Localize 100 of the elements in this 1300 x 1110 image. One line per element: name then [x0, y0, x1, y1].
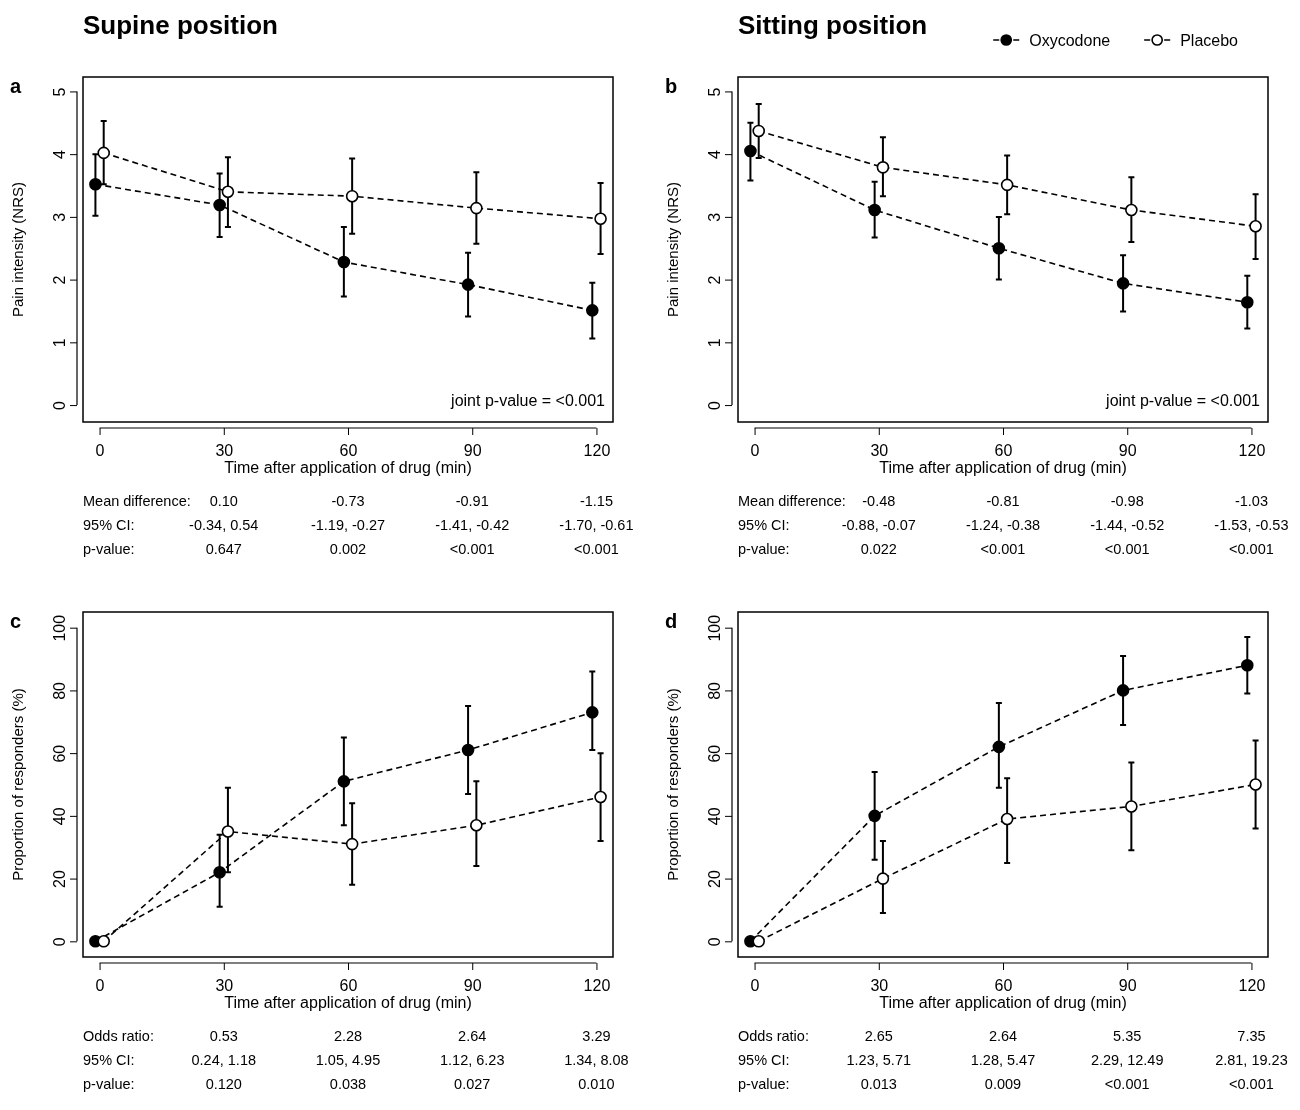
text: 1.05, 4.95 — [315, 1052, 381, 1068]
text: 95% CI: — [83, 517, 135, 533]
text: Odds ratio: — [738, 1028, 809, 1044]
y-tick-label: 100 — [50, 614, 68, 642]
y-tick-label: 0 — [705, 401, 723, 411]
y-tick-label: 0 — [50, 401, 68, 411]
x-axis-title: Time after application of drug (min) — [224, 459, 472, 476]
text: <0.001 — [980, 541, 1026, 557]
text: 3.29 — [582, 1028, 611, 1044]
text: -0.91 — [455, 493, 489, 509]
point — [1249, 220, 1262, 233]
chart-title: d — [665, 610, 678, 632]
x-tick-label: 0 — [95, 441, 105, 459]
x-tick-label: 120 — [1238, 441, 1266, 459]
point — [1116, 684, 1130, 697]
point — [868, 809, 881, 823]
text: 0.009 — [984, 1076, 1022, 1092]
text: p-value: — [738, 1076, 790, 1092]
text: -1.70, -0.61 — [559, 517, 634, 533]
point — [586, 706, 599, 719]
text: <0.001 — [1229, 541, 1274, 557]
x-tick-label: 60 — [994, 441, 1013, 459]
x-axis-title: Time after application of drug (min) — [224, 994, 472, 1011]
point — [1000, 812, 1014, 826]
y-axis-title: Proportion of responders (%) — [9, 688, 26, 881]
text: -0.88, -0.07 — [841, 517, 916, 533]
x-tick-label: 120 — [1238, 976, 1266, 994]
point — [992, 740, 1006, 754]
x-tick-label: 60 — [339, 976, 358, 994]
point — [470, 818, 483, 832]
x-tick-label: 60 — [994, 976, 1013, 994]
text: p-value: — [738, 541, 790, 557]
y-tick-label: 4 — [705, 150, 723, 160]
text: 0.647 — [205, 541, 242, 557]
text: 1.28, 5.47 — [970, 1052, 1036, 1068]
point — [221, 825, 235, 838]
point — [594, 212, 607, 226]
text: 2.28 — [333, 1028, 363, 1044]
text: 0.53 — [209, 1028, 238, 1044]
text: 0.038 — [329, 1076, 367, 1092]
annotation: joint p-value = <0.001 — [450, 392, 606, 409]
y-tick-label: 0 — [705, 937, 723, 947]
chart-subtitle: b — [665, 75, 678, 97]
text: <0.001 — [1104, 1076, 1150, 1092]
x-tick-label: 90 — [1118, 441, 1137, 459]
legend-label: Oxycodone — [1029, 31, 1111, 49]
point — [1125, 203, 1138, 217]
point — [221, 185, 235, 199]
x-axis-title: Time after application of drug (min) — [879, 459, 1127, 476]
y-tick-label: 60 — [705, 744, 723, 763]
x-tick-label: 30 — [870, 976, 889, 994]
y-tick-label: 3 — [705, 212, 723, 222]
point — [752, 124, 765, 138]
text: -1.53, -0.53 — [1214, 517, 1289, 533]
point — [1249, 778, 1262, 791]
text: 2.65 — [864, 1028, 893, 1044]
point — [345, 189, 359, 203]
text: 0.010 — [578, 1076, 615, 1092]
text: -1.15 — [579, 493, 613, 509]
point — [461, 743, 475, 757]
text: 1.23, 5.71 — [846, 1052, 912, 1068]
point — [470, 201, 483, 215]
text: 95% CI: — [83, 1052, 135, 1068]
y-tick-label: 3 — [50, 212, 68, 222]
text: p-value: — [83, 541, 135, 557]
chart-title: Supine position — [83, 10, 278, 40]
text: -0.34, 0.54 — [189, 517, 259, 533]
x-tick-label: 30 — [870, 441, 889, 459]
point — [876, 872, 890, 885]
x-tick-label: 0 — [95, 976, 105, 994]
text: <0.001 — [1229, 1076, 1274, 1092]
chart-subtitle: a — [10, 75, 22, 97]
text: 2.64 — [458, 1028, 487, 1044]
text: 2.29, 12.49 — [1090, 1052, 1164, 1068]
point — [594, 790, 607, 804]
x-tick-label: 90 — [463, 976, 482, 994]
y-tick-label: 20 — [705, 870, 723, 888]
point — [345, 837, 359, 851]
text: -0.98 — [1110, 493, 1144, 509]
x-tick-label: 90 — [1118, 976, 1137, 994]
point — [1241, 295, 1254, 309]
point — [337, 775, 351, 788]
legend-label: Placebo — [1180, 31, 1239, 49]
y-tick-label: 100 — [705, 614, 723, 642]
text: -1.03 — [1234, 493, 1268, 509]
point — [213, 866, 226, 879]
y-axis-title: Pain intensity (NRS) — [9, 181, 26, 318]
text: -1.24, -0.38 — [965, 517, 1041, 533]
x-tick-label: 30 — [215, 441, 234, 459]
point — [461, 278, 475, 291]
text: 0.013 — [860, 1076, 897, 1092]
point — [213, 198, 226, 212]
text: 2.64 — [988, 1028, 1018, 1044]
text: 0.120 — [205, 1076, 242, 1092]
x-tick-label: 0 — [750, 441, 760, 459]
text: <0.001 — [449, 541, 495, 557]
y-tick-label: 20 — [50, 870, 68, 888]
y-tick-label: 40 — [50, 807, 68, 826]
y-tick-label: 2 — [50, 275, 68, 285]
chart-title: c — [10, 610, 22, 632]
